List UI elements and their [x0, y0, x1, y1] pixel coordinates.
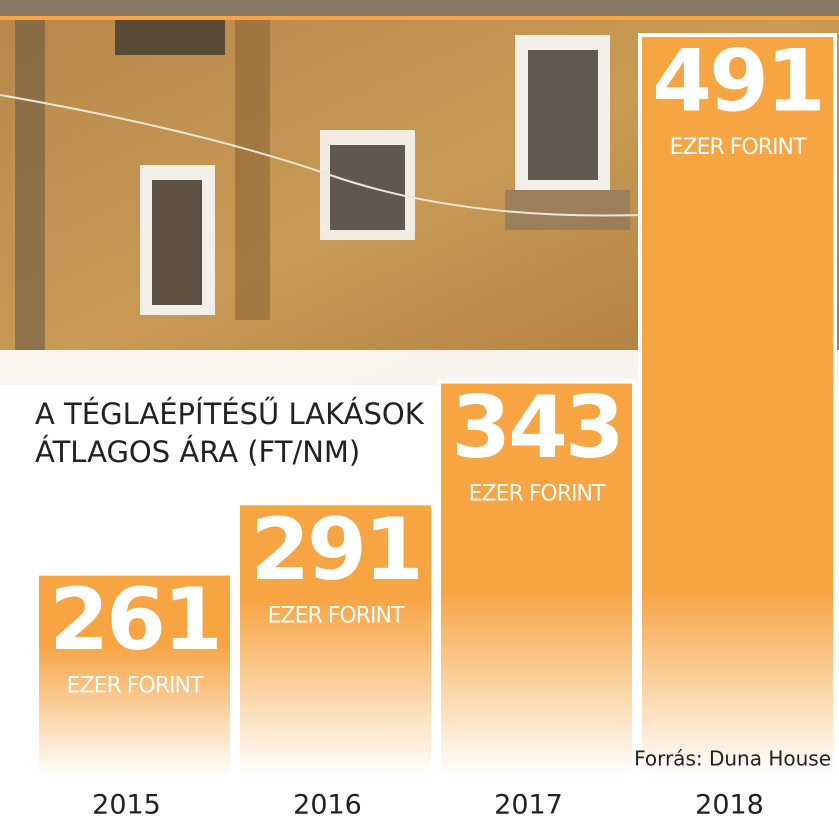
- bar-fade: [439, 590, 634, 777]
- x-tick-label: 2018: [695, 790, 764, 821]
- infographic: 261 EZER FORINT 2015 291 EZER FORINT 2016 343 E…: [0, 0, 839, 830]
- value-label: 291: [250, 500, 421, 600]
- source: Forrás: Duna House: [634, 747, 831, 771]
- x-tick-label: 2016: [293, 790, 362, 821]
- x-tick-label: 2015: [92, 790, 161, 821]
- unit-label: EZER FORINT: [268, 603, 405, 628]
- unit-label: EZER FORINT: [469, 482, 606, 507]
- value-label: 343: [451, 378, 622, 478]
- unit-label: EZER FORINT: [670, 135, 807, 160]
- value-label: 261: [49, 570, 220, 670]
- chart-title: A TÉGLAÉPÍTÉSŰ LAKÁSOK ÁTLAGOS ÁRA (FT/N…: [35, 395, 435, 471]
- unit-label: EZER FORINT: [67, 674, 204, 699]
- value-label: 491: [652, 31, 823, 131]
- x-tick-label: 2017: [494, 790, 563, 821]
